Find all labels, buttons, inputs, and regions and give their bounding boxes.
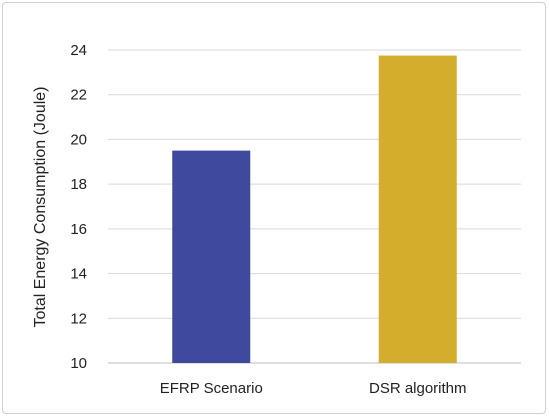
y-tick-label: 18 — [70, 176, 87, 193]
gridlines — [108, 49, 521, 364]
bar-dsr-algorithm — [378, 55, 457, 363]
x-category-label: DSR algorithm — [369, 380, 467, 397]
y-tick-label: 16 — [70, 221, 87, 238]
y-tick-label: 10 — [70, 355, 87, 372]
y-tick-label: 14 — [70, 266, 87, 283]
y-axis-title: Total Energy Consumption (Joule) — [32, 86, 49, 327]
category-labels: EFRP Scenario DSR algorithm — [160, 380, 467, 397]
y-tick-labels: 10 12 14 16 18 20 22 24 — [70, 42, 87, 372]
y-tick-label: 20 — [70, 131, 87, 148]
bars — [172, 55, 457, 363]
x-category-label: EFRP Scenario — [160, 380, 263, 397]
y-tick-label: 12 — [70, 310, 87, 327]
bar-efrp-scenario — [172, 150, 251, 363]
y-tick-label: 22 — [70, 87, 87, 104]
y-tick-label: 24 — [70, 42, 87, 59]
